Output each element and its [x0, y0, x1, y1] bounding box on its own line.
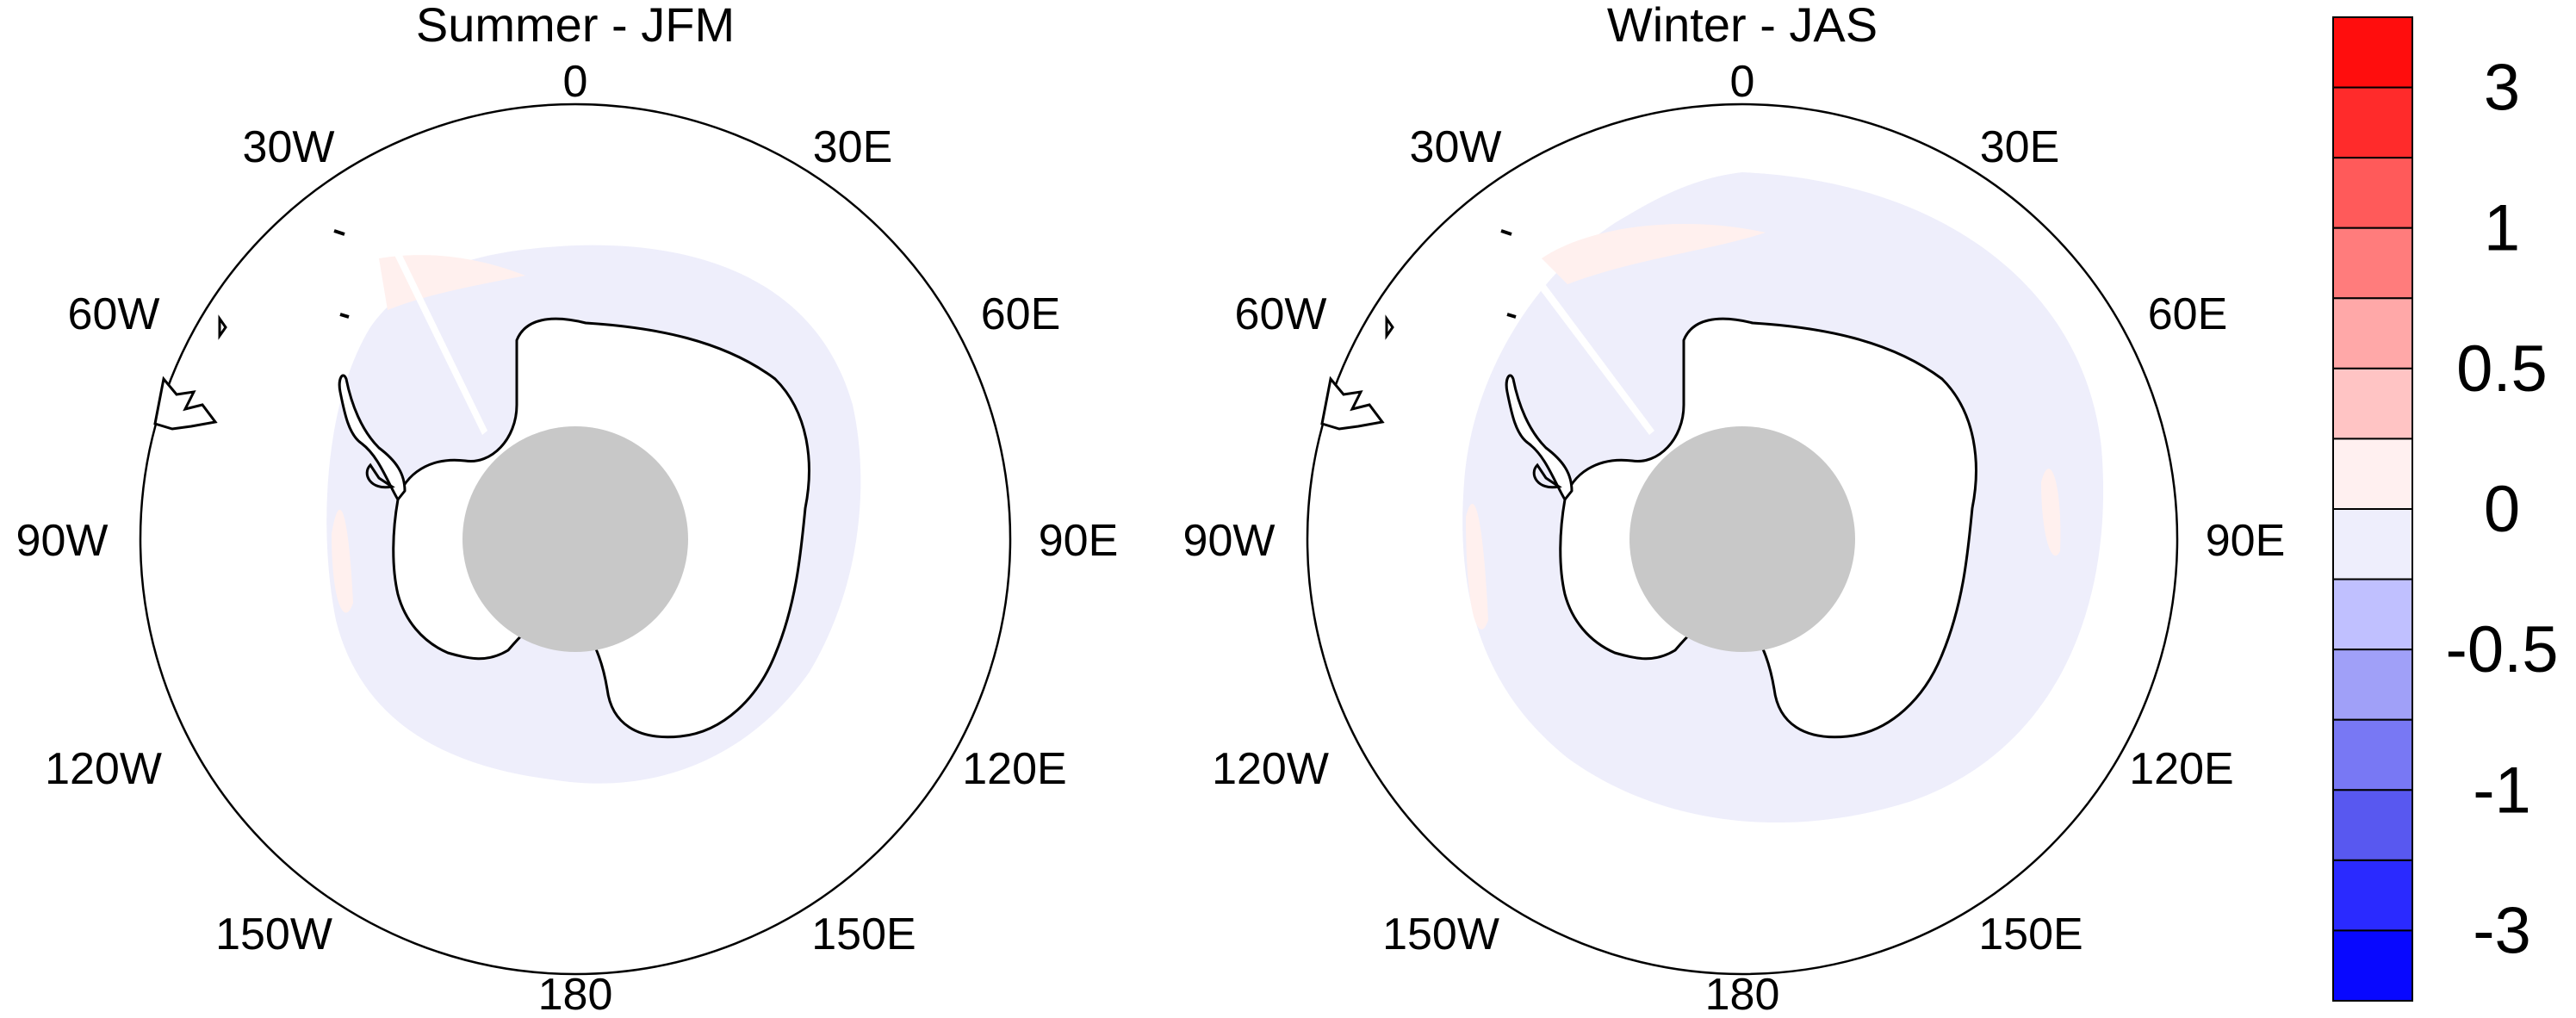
lon-label-180: 180: [1705, 970, 1780, 1018]
anomaly-field-pink: [2041, 469, 2061, 556]
colorbar-box: [2332, 438, 2413, 510]
colorbar-box: [2332, 718, 2413, 791]
lon-label-30w: 30W: [1410, 122, 1502, 172]
lon-label-150e: 150E: [811, 909, 916, 959]
lon-label-150w: 150W: [215, 909, 332, 959]
panel-title: Summer - JFM: [416, 0, 735, 52]
island-coastline: [339, 313, 350, 319]
colorbar-box: [2332, 578, 2413, 651]
missing-data-streak: [392, 246, 487, 435]
colorbar-box: [2332, 86, 2413, 159]
colorbar-tick-label: 0.5: [2456, 332, 2548, 406]
lon-label-180: 180: [538, 970, 613, 1018]
anomaly-field-pink: [332, 509, 353, 613]
ice-shelf-coastline: [1532, 462, 1562, 489]
lon-label-90w: 90W: [16, 516, 109, 566]
colorbar: 3 1 0.5 0 -0.5 -1 -3: [2332, 16, 2559, 1002]
colorbar-box: [2332, 367, 2413, 440]
lon-label-120w: 120W: [1212, 744, 1329, 794]
colorbar-tick-label: 0: [2484, 473, 2520, 546]
lon-label-120e: 120E: [962, 744, 1066, 794]
lon-label-30e: 30E: [1980, 122, 2060, 172]
lon-label-60e: 60E: [2148, 289, 2228, 339]
lon-label-60w: 60W: [1235, 289, 1327, 339]
pole-mask: [462, 426, 688, 652]
anomaly-field-pink: [1466, 504, 1488, 630]
colorbar-box: [2332, 297, 2413, 369]
colorbar-tick-label: -0.5: [2446, 613, 2559, 686]
colorbar-box: [2332, 789, 2413, 861]
colorbar-box: [2332, 157, 2413, 229]
colorbar-tick-label: 1: [2484, 192, 2520, 265]
antarctic-peninsula-coastline: [338, 374, 407, 501]
colorbar-box: [2332, 649, 2413, 721]
south-america-coastline: [1320, 376, 1385, 431]
colorbar-box: [2332, 859, 2413, 932]
colorbar-tick-label: 3: [2484, 52, 2520, 125]
lon-label-150e: 150E: [1978, 909, 2083, 959]
lon-label-0: 0: [563, 57, 588, 107]
island-coastline: [1385, 314, 1394, 340]
island-coastline: [1500, 229, 1512, 236]
colorbar-box: [2332, 16, 2413, 89]
lon-label-60w: 60W: [68, 289, 160, 339]
antarctic-peninsula-coastline: [1505, 374, 1574, 501]
pole-mask: [1629, 426, 1855, 652]
lon-label-150w: 150W: [1382, 909, 1499, 959]
anomaly-field-pink: [1542, 224, 1766, 284]
lon-label-60e: 60E: [981, 289, 1061, 339]
panel-summer: Summer - JFM 0 30E 60E 90E 120E 150E 180…: [16, 0, 1119, 1018]
colorbar-box: [2332, 929, 2413, 1002]
lon-label-120w: 120W: [45, 744, 162, 794]
lon-label-30w: 30W: [243, 122, 335, 172]
colorbar-tick-label: -1: [2473, 754, 2531, 827]
missing-data-streak: [1526, 268, 1654, 435]
ice-shelf-coastline: [365, 462, 395, 489]
island-coastline: [218, 314, 227, 340]
lon-label-90e: 90E: [2206, 516, 2286, 566]
island-coastline: [1506, 313, 1517, 319]
lon-label-90e: 90E: [1039, 516, 1119, 566]
colorbar-box: [2332, 227, 2413, 300]
colorbar-tick-label: -3: [2473, 894, 2531, 967]
south-america-coastline: [153, 376, 218, 431]
island-coastline: [333, 229, 345, 236]
panel-winter: Winter - JAS 0 30E 60E 90E 120E 150E 180…: [1183, 0, 2286, 1018]
panel-title: Winter - JAS: [1607, 0, 1878, 52]
lon-label-120e: 120E: [2129, 744, 2233, 794]
colorbar-box: [2332, 508, 2413, 580]
lon-label-30e: 30E: [813, 122, 893, 172]
lon-label-0: 0: [1730, 57, 1755, 107]
lon-label-90w: 90W: [1183, 516, 1276, 566]
